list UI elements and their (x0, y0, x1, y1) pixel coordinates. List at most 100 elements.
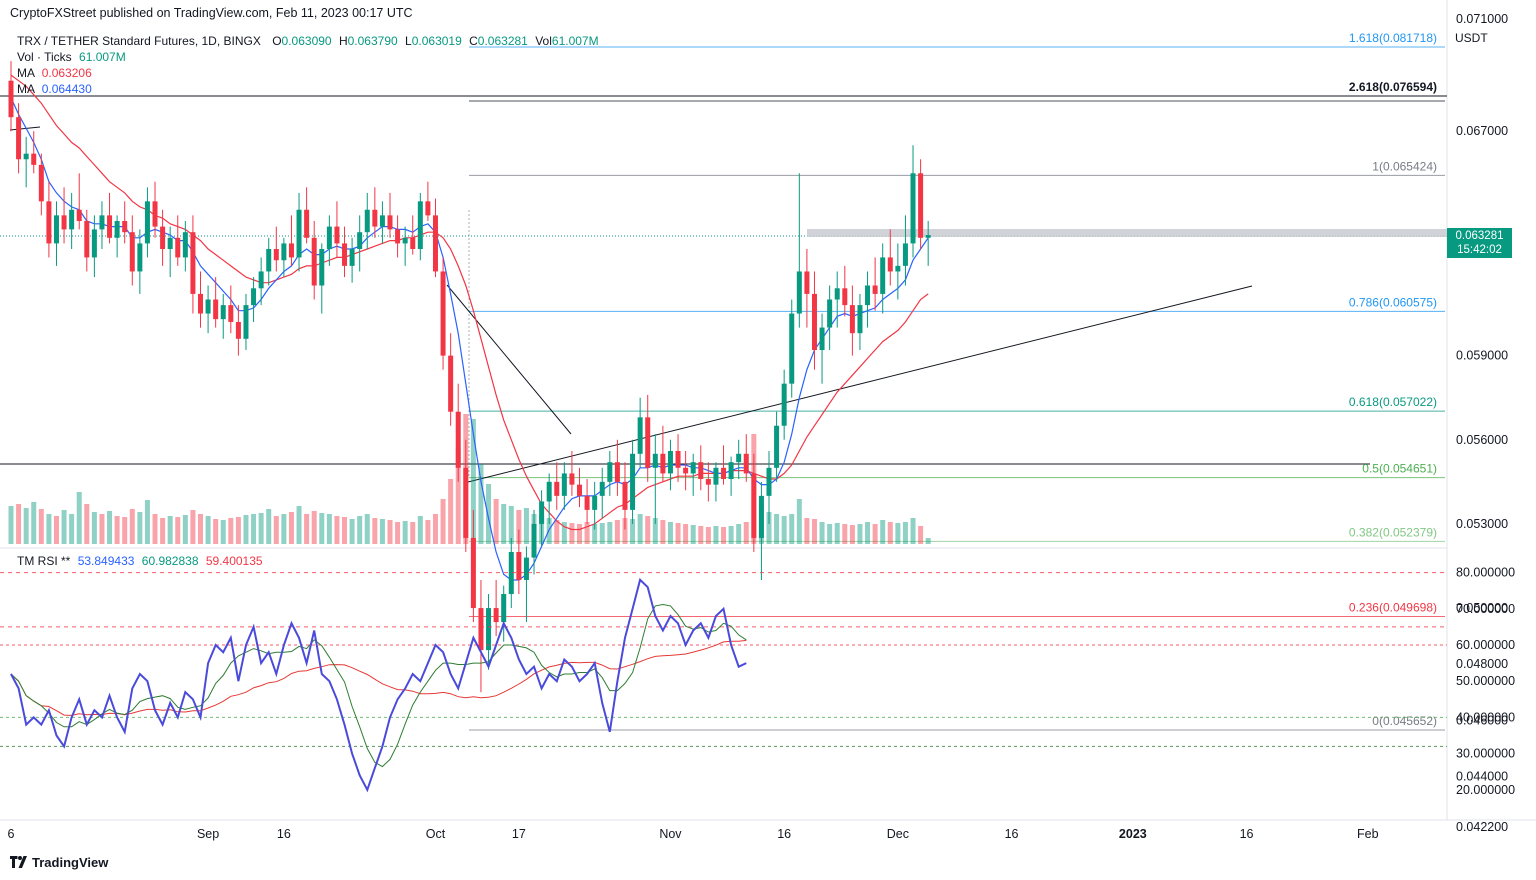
candle-body (910, 173, 916, 244)
candle-body (531, 523, 537, 558)
time-axis-label-5: Nov (659, 827, 682, 841)
volume-bar (144, 500, 150, 544)
volume-bar (554, 520, 560, 544)
candle-body (69, 209, 75, 230)
candle-body (667, 450, 673, 474)
volume-bar (705, 527, 711, 544)
volume-bar (8, 506, 14, 544)
high-label: H (338, 34, 348, 48)
tradingview-footer[interactable]: TradingView (10, 855, 108, 870)
volume-bar (288, 512, 294, 544)
candle-body (144, 201, 150, 244)
volume-bar (652, 518, 658, 544)
volume-bar (258, 513, 264, 544)
candle-body (721, 467, 727, 480)
fib-level-label-5: 0.618(0.057022) (1349, 395, 1437, 409)
candle-body (561, 473, 567, 496)
candle-body (410, 237, 416, 250)
candle-body (99, 215, 105, 230)
candle-body (705, 479, 711, 485)
candle-body (228, 305, 234, 322)
candle-body (645, 417, 651, 468)
candle-body (425, 201, 431, 216)
volume-bar (918, 526, 924, 544)
candle-body (895, 265, 901, 272)
candle-body (205, 299, 211, 314)
open-value: 0.063090 (281, 34, 332, 48)
rsi-slow-line (10, 639, 747, 716)
candle-body (865, 285, 871, 306)
volume-bar (645, 516, 651, 544)
candle-body (152, 201, 158, 227)
volume-bar (683, 524, 689, 544)
candle-body (311, 237, 317, 286)
candle-body (160, 226, 166, 250)
candle-body (872, 285, 878, 294)
volume-bar (865, 522, 871, 544)
volume-bar (402, 521, 408, 544)
tradingview-logo-icon (10, 856, 27, 868)
rsi-name: TM RSI ** (17, 554, 71, 568)
symbol-name: TRX / TETHER Standard Futures, 1D, BINGX (17, 34, 261, 48)
volume-bar (448, 479, 454, 544)
volume-bar (728, 526, 734, 544)
low-label: L (405, 34, 412, 48)
volume-bar (569, 523, 575, 544)
volume-bar (690, 525, 696, 544)
candle-body (167, 237, 173, 250)
volume-bar (53, 516, 59, 544)
volume-bar (630, 519, 636, 544)
candle-body (569, 473, 575, 485)
candle-body (84, 220, 90, 258)
volume-bar (584, 522, 590, 544)
candle-body (774, 425, 780, 468)
candle-body (811, 293, 817, 351)
candle-body (880, 257, 886, 294)
volume-bar (84, 504, 90, 544)
volume-bar (129, 509, 135, 544)
candle-body (857, 305, 863, 334)
candle-body (326, 226, 332, 250)
rsi-axis-label-6: 20.000000 (1456, 783, 1515, 797)
fib-level-label-6: 0.5(0.054651) (1362, 462, 1437, 476)
candle-body (501, 594, 507, 623)
candle-body (736, 453, 742, 463)
candle-body (281, 243, 287, 261)
candle-body (599, 481, 605, 496)
volume-bar (38, 509, 44, 544)
fib-level-label-0: 1.618(0.081718) (1349, 31, 1437, 45)
candle-body (432, 215, 438, 272)
candle-body (342, 243, 348, 266)
time-axis-label-9: 2023 (1119, 827, 1147, 841)
candle-body (902, 243, 908, 266)
candle-body (190, 232, 196, 294)
candle-body (379, 215, 385, 227)
time-axis-label-1: Sep (197, 827, 219, 841)
fib-level-label-4: 0.786(0.060575) (1349, 295, 1437, 309)
resistance-zone (807, 229, 1447, 237)
volume-bar (667, 522, 673, 544)
price-axis-label-9: 0.046000 (1456, 713, 1508, 727)
volume-bar (228, 518, 234, 544)
volume-bar (364, 514, 370, 544)
candle-body (614, 462, 620, 482)
volume-bar (902, 522, 908, 544)
candle-body (781, 383, 787, 426)
volume-bar (872, 524, 878, 544)
price-axis-label-11: 0.042200 (1456, 820, 1508, 834)
volume-bar (577, 524, 582, 544)
candle-body (554, 481, 560, 496)
time-axis-label-7: Dec (887, 827, 909, 841)
descending-trendline (446, 284, 572, 435)
candle-body (304, 209, 310, 238)
price-axis-label-4: 0.059000 (1456, 349, 1508, 363)
volume-bar (622, 518, 628, 544)
candle-body (478, 608, 484, 651)
candle-body (455, 411, 461, 468)
volume-bar (910, 518, 916, 544)
candle-body (789, 313, 795, 384)
volume-bar (895, 523, 901, 544)
candle-body (288, 243, 294, 258)
rsi-axis-label-1: 70.000000 (1456, 602, 1515, 616)
